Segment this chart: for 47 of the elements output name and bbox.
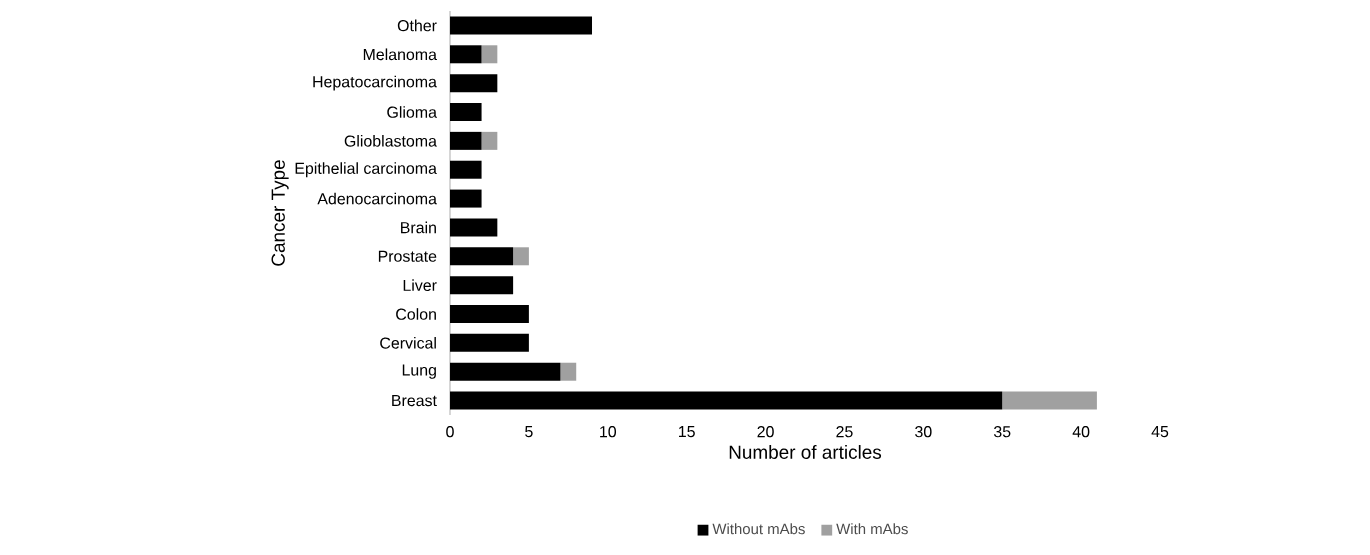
legend-label: With mAbs [836, 523, 908, 535]
bar [450, 16, 593, 35]
y-tick-label: Epithelial carcinoma [295, 162, 437, 178]
bar [450, 45, 482, 64]
bar [481, 131, 498, 150]
x-tick-label: 10 [600, 426, 617, 438]
bar [1002, 391, 1097, 410]
x-tick-label: 15 [679, 426, 695, 438]
y-tick-label: Breast [392, 395, 437, 407]
x-tick-label: 40 [1072, 426, 1090, 438]
y-tick-label: Colon [396, 308, 436, 320]
x-tick-label: 30 [915, 426, 932, 438]
x-tick-label: 5 [525, 426, 533, 438]
y-tick-label: Hepatocarcinoma [313, 75, 437, 91]
bar [450, 160, 482, 179]
x-tick-label: 35 [993, 426, 1011, 438]
legend-label: Without mAbs [712, 523, 805, 535]
bar [450, 131, 482, 150]
y-tick-label: Lung [402, 364, 436, 379]
y-tick-label: Glioma [387, 106, 437, 118]
y-tick-label: Prostate [378, 250, 437, 262]
bar [560, 362, 577, 381]
bar [450, 189, 482, 208]
y-axis-title: Cancer Type [271, 160, 289, 266]
bar [450, 218, 498, 237]
x-tick-label: 45 [1151, 426, 1169, 438]
bar [481, 45, 498, 64]
bar [450, 362, 561, 381]
bar [513, 247, 529, 266]
x-tick-label: 0 [446, 426, 454, 438]
y-tick-label: Cervical [380, 337, 436, 349]
y-tick-label: Liver [403, 279, 437, 291]
x-axis-title: Number of articles [729, 445, 882, 459]
bar [450, 333, 529, 352]
y-tick-label: Other [397, 19, 437, 32]
bar [450, 247, 514, 266]
y-tick-label: Adenocarcinoma [317, 192, 437, 205]
x-tick-label: 20 [757, 426, 774, 438]
y-tick-label: Brain [401, 221, 436, 234]
y-tick-label: Melanoma [363, 48, 437, 61]
bar [450, 276, 514, 295]
bar [450, 103, 482, 122]
x-tick-label: 25 [836, 426, 853, 438]
bar [450, 74, 498, 93]
bar [450, 305, 529, 324]
y-tick-label: Glioblastoma [344, 135, 437, 147]
bar [450, 391, 1003, 410]
